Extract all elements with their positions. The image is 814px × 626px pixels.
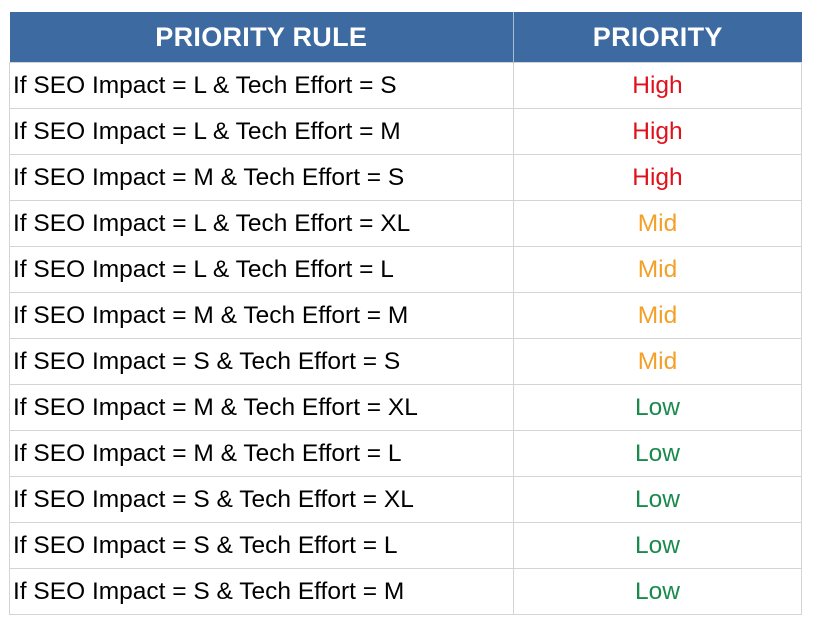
priority-cell: High bbox=[513, 154, 802, 201]
priority-cell: Low bbox=[513, 522, 802, 569]
table-row: If SEO Impact = M & Tech Effort = S High bbox=[9, 154, 802, 201]
rule-cell: If SEO Impact = L & Tech Effort = L bbox=[9, 246, 514, 293]
header-priority-rule: PRIORITY RULE bbox=[9, 12, 514, 63]
priority-table-container: PRIORITY RULE PRIORITY If SEO Impact = L… bbox=[9, 12, 802, 615]
table-row: If SEO Impact = L & Tech Effort = S High bbox=[9, 62, 802, 109]
rule-cell: If SEO Impact = M & Tech Effort = L bbox=[9, 430, 514, 477]
priority-cell: Mid bbox=[513, 292, 802, 339]
priority-cell: Low bbox=[513, 568, 802, 615]
rule-cell: If SEO Impact = S & Tech Effort = XL bbox=[9, 476, 514, 523]
rule-cell: If SEO Impact = S & Tech Effort = L bbox=[9, 522, 514, 569]
table-row: If SEO Impact = L & Tech Effort = M High bbox=[9, 108, 802, 155]
priority-cell: Low bbox=[513, 430, 802, 477]
priority-cell: Mid bbox=[513, 338, 802, 385]
priority-cell: Low bbox=[513, 476, 802, 523]
table-row: If SEO Impact = M & Tech Effort = M Mid bbox=[9, 292, 802, 339]
priority-cell: High bbox=[513, 108, 802, 155]
priority-cell: Mid bbox=[513, 200, 802, 247]
priority-cell: Mid bbox=[513, 246, 802, 293]
priority-rules-table: PRIORITY RULE PRIORITY If SEO Impact = L… bbox=[9, 12, 802, 615]
table-row: If SEO Impact = S & Tech Effort = S Mid bbox=[9, 338, 802, 385]
table-row: If SEO Impact = M & Tech Effort = L Low bbox=[9, 430, 802, 477]
rule-cell: If SEO Impact = M & Tech Effort = M bbox=[9, 292, 514, 339]
rule-cell: If SEO Impact = L & Tech Effort = S bbox=[9, 62, 514, 109]
table-row: If SEO Impact = S & Tech Effort = L Low bbox=[9, 522, 802, 569]
priority-cell: Low bbox=[513, 384, 802, 431]
table-row: If SEO Impact = S & Tech Effort = XL Low bbox=[9, 476, 802, 523]
rule-cell: If SEO Impact = M & Tech Effort = XL bbox=[9, 384, 514, 431]
priority-cell: High bbox=[513, 62, 802, 109]
rule-cell: If SEO Impact = S & Tech Effort = M bbox=[9, 568, 514, 615]
rule-cell: If SEO Impact = M & Tech Effort = S bbox=[9, 154, 514, 201]
table-row: If SEO Impact = L & Tech Effort = XL Mid bbox=[9, 200, 802, 247]
table-row: If SEO Impact = S & Tech Effort = M Low bbox=[9, 568, 802, 615]
rule-cell: If SEO Impact = L & Tech Effort = M bbox=[9, 108, 514, 155]
table-row: If SEO Impact = M & Tech Effort = XL Low bbox=[9, 384, 802, 431]
header-priority: PRIORITY bbox=[513, 12, 802, 63]
table-header: PRIORITY RULE PRIORITY bbox=[9, 12, 802, 63]
table-row: If SEO Impact = L & Tech Effort = L Mid bbox=[9, 246, 802, 293]
header-row: PRIORITY RULE PRIORITY bbox=[9, 12, 802, 63]
rule-cell: If SEO Impact = L & Tech Effort = XL bbox=[9, 200, 514, 247]
rule-cell: If SEO Impact = S & Tech Effort = S bbox=[9, 338, 514, 385]
table-body: If SEO Impact = L & Tech Effort = S High I… bbox=[9, 62, 802, 615]
